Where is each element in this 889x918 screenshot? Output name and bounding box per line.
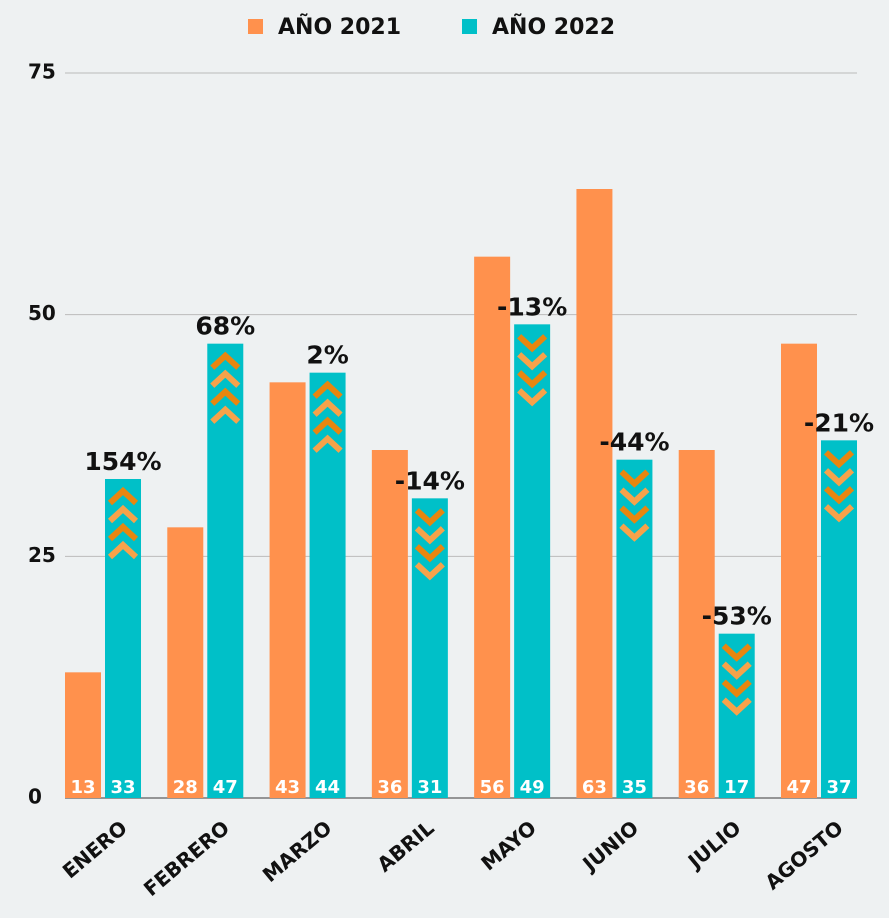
- value-label: 28: [173, 777, 198, 798]
- chevron: [210, 351, 241, 370]
- bar: [821, 440, 857, 798]
- x-tick-label: JULIO: [682, 816, 746, 875]
- bar: [269, 382, 306, 798]
- chevron: [619, 487, 650, 506]
- chevron: [414, 562, 445, 581]
- x-tick-label: FEBRERO: [139, 816, 234, 901]
- y-tick-label: 75: [28, 60, 56, 84]
- bar: [371, 450, 408, 798]
- change-label: -53%: [702, 602, 772, 631]
- value-label: 43: [275, 777, 300, 798]
- change-label: -13%: [497, 292, 567, 321]
- value-label: 17: [724, 777, 749, 798]
- value-label: 56: [480, 777, 505, 798]
- x-tick-label: ENERO: [58, 816, 132, 884]
- value-label: 36: [377, 777, 402, 798]
- chevron: [823, 504, 855, 523]
- value-label: 49: [520, 777, 545, 798]
- x-tick-label: ABRIL: [372, 815, 438, 876]
- chevron: [312, 398, 343, 417]
- value-label: 44: [315, 777, 340, 798]
- bar: [474, 256, 511, 799]
- chevron: [721, 643, 752, 662]
- change-label: -21%: [804, 408, 874, 437]
- chevron: [721, 661, 752, 680]
- bar: [781, 343, 817, 798]
- chevron: [414, 508, 445, 527]
- bar: [678, 450, 715, 798]
- legend-swatch: [248, 19, 263, 34]
- y-tick-label: 0: [28, 785, 42, 809]
- bar: [514, 324, 551, 798]
- x-tick-label: MAYO: [476, 816, 541, 876]
- chevron: [619, 505, 650, 524]
- bar: [309, 372, 346, 798]
- chevron: [619, 469, 650, 488]
- value-label: 31: [417, 777, 442, 798]
- chevron: [721, 679, 752, 698]
- chevron: [107, 540, 139, 560]
- chevron: [517, 388, 548, 407]
- bar: [65, 672, 101, 798]
- bar: [576, 189, 613, 798]
- value-label: 35: [622, 777, 647, 798]
- change-label: 2%: [306, 341, 348, 370]
- chevron: [312, 434, 343, 453]
- x-tick-label: AGOSTO: [760, 816, 847, 895]
- chevron: [414, 526, 445, 545]
- chevron: [517, 334, 548, 353]
- chevron: [823, 450, 855, 469]
- chevron: [210, 405, 241, 424]
- chevron: [619, 523, 650, 542]
- bar: [167, 527, 204, 798]
- chevron: [517, 352, 548, 371]
- chevron: [517, 370, 548, 389]
- legend-swatch: [462, 19, 477, 34]
- chevron: [414, 544, 445, 563]
- chevron: [721, 697, 752, 716]
- chevron: [107, 486, 139, 506]
- y-tick-label: 50: [28, 301, 56, 325]
- value-label: 47: [213, 777, 238, 798]
- change-label: -44%: [599, 428, 669, 457]
- chevron: [210, 387, 241, 406]
- change-label: 68%: [195, 312, 255, 341]
- chevron: [312, 416, 343, 435]
- x-tick-label: MARZO: [258, 816, 336, 887]
- value-label: 37: [826, 777, 851, 798]
- x-tick-label: JUNIO: [577, 816, 644, 877]
- chevron: [823, 468, 855, 487]
- value-label: 13: [70, 777, 95, 798]
- change-label: -14%: [395, 466, 465, 495]
- y-tick-label: 25: [28, 543, 56, 567]
- chevron: [312, 380, 343, 399]
- chevron: [823, 486, 855, 505]
- chevron: [210, 369, 241, 388]
- value-label: 63: [582, 777, 607, 798]
- change-label: 154%: [84, 447, 161, 476]
- value-label: 47: [786, 777, 811, 798]
- bar: [105, 479, 141, 798]
- value-label: 36: [684, 777, 709, 798]
- value-label: 33: [110, 777, 135, 798]
- chevron: [107, 522, 139, 542]
- legend-label: AÑO 2022: [492, 14, 615, 40]
- chevron: [107, 504, 139, 524]
- legend-label: AÑO 2021: [278, 14, 401, 40]
